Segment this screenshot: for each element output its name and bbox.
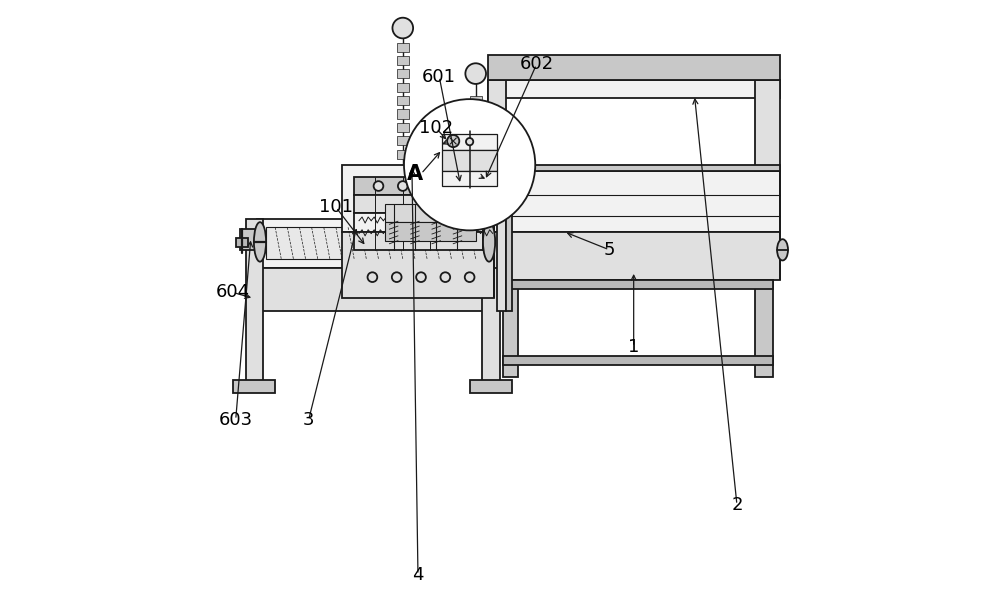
Polygon shape [506, 183, 512, 311]
Polygon shape [470, 150, 482, 159]
Circle shape [447, 181, 456, 191]
Text: A: A [407, 164, 423, 184]
Polygon shape [342, 231, 494, 298]
Polygon shape [470, 381, 512, 393]
Polygon shape [233, 381, 275, 393]
Polygon shape [470, 123, 482, 132]
Circle shape [465, 272, 474, 282]
Polygon shape [246, 219, 263, 387]
Polygon shape [354, 177, 485, 195]
Polygon shape [397, 136, 409, 146]
Polygon shape [503, 356, 773, 365]
Circle shape [471, 181, 481, 191]
Ellipse shape [777, 239, 788, 261]
Polygon shape [488, 80, 506, 171]
Polygon shape [497, 183, 506, 311]
Polygon shape [397, 83, 409, 92]
Text: 603: 603 [219, 411, 253, 429]
Text: 4: 4 [412, 566, 424, 584]
Polygon shape [470, 110, 482, 119]
Polygon shape [257, 219, 494, 268]
Polygon shape [488, 55, 780, 80]
Polygon shape [503, 280, 773, 289]
Polygon shape [482, 268, 500, 387]
Polygon shape [342, 165, 494, 231]
Polygon shape [442, 171, 497, 186]
Ellipse shape [254, 222, 266, 262]
Polygon shape [488, 80, 780, 98]
Circle shape [440, 272, 450, 282]
Polygon shape [354, 231, 485, 250]
Polygon shape [385, 204, 476, 222]
Polygon shape [470, 136, 482, 146]
Polygon shape [397, 56, 409, 65]
Circle shape [416, 272, 426, 282]
Polygon shape [397, 150, 409, 159]
Polygon shape [236, 238, 248, 247]
Polygon shape [397, 110, 409, 119]
Circle shape [392, 272, 402, 282]
Polygon shape [354, 213, 485, 231]
Circle shape [404, 99, 535, 230]
Polygon shape [397, 43, 409, 52]
Polygon shape [397, 96, 409, 105]
Polygon shape [240, 228, 257, 250]
Circle shape [447, 135, 459, 147]
Polygon shape [266, 227, 487, 259]
Polygon shape [488, 165, 780, 171]
Circle shape [465, 63, 486, 84]
Polygon shape [470, 96, 482, 105]
Circle shape [374, 181, 383, 191]
Text: 601: 601 [422, 68, 456, 86]
Text: 102: 102 [419, 119, 453, 137]
Circle shape [466, 138, 473, 146]
Text: 2: 2 [731, 496, 743, 514]
Polygon shape [503, 280, 518, 378]
Polygon shape [442, 135, 497, 150]
Polygon shape [397, 123, 409, 132]
Polygon shape [442, 150, 497, 171]
Polygon shape [354, 195, 485, 213]
Circle shape [398, 181, 408, 191]
Polygon shape [385, 222, 476, 241]
Text: 604: 604 [216, 283, 250, 301]
Polygon shape [755, 80, 780, 171]
Text: 602: 602 [519, 55, 554, 74]
Circle shape [422, 181, 432, 191]
Polygon shape [488, 171, 780, 231]
Polygon shape [755, 280, 773, 378]
Polygon shape [257, 268, 494, 311]
Text: 101: 101 [319, 199, 353, 216]
Ellipse shape [483, 222, 495, 262]
Text: 5: 5 [604, 241, 615, 259]
Circle shape [368, 272, 377, 282]
Circle shape [392, 18, 413, 38]
Text: 1: 1 [628, 338, 639, 356]
Text: 3: 3 [303, 411, 314, 429]
Polygon shape [397, 69, 409, 79]
Polygon shape [488, 231, 780, 280]
